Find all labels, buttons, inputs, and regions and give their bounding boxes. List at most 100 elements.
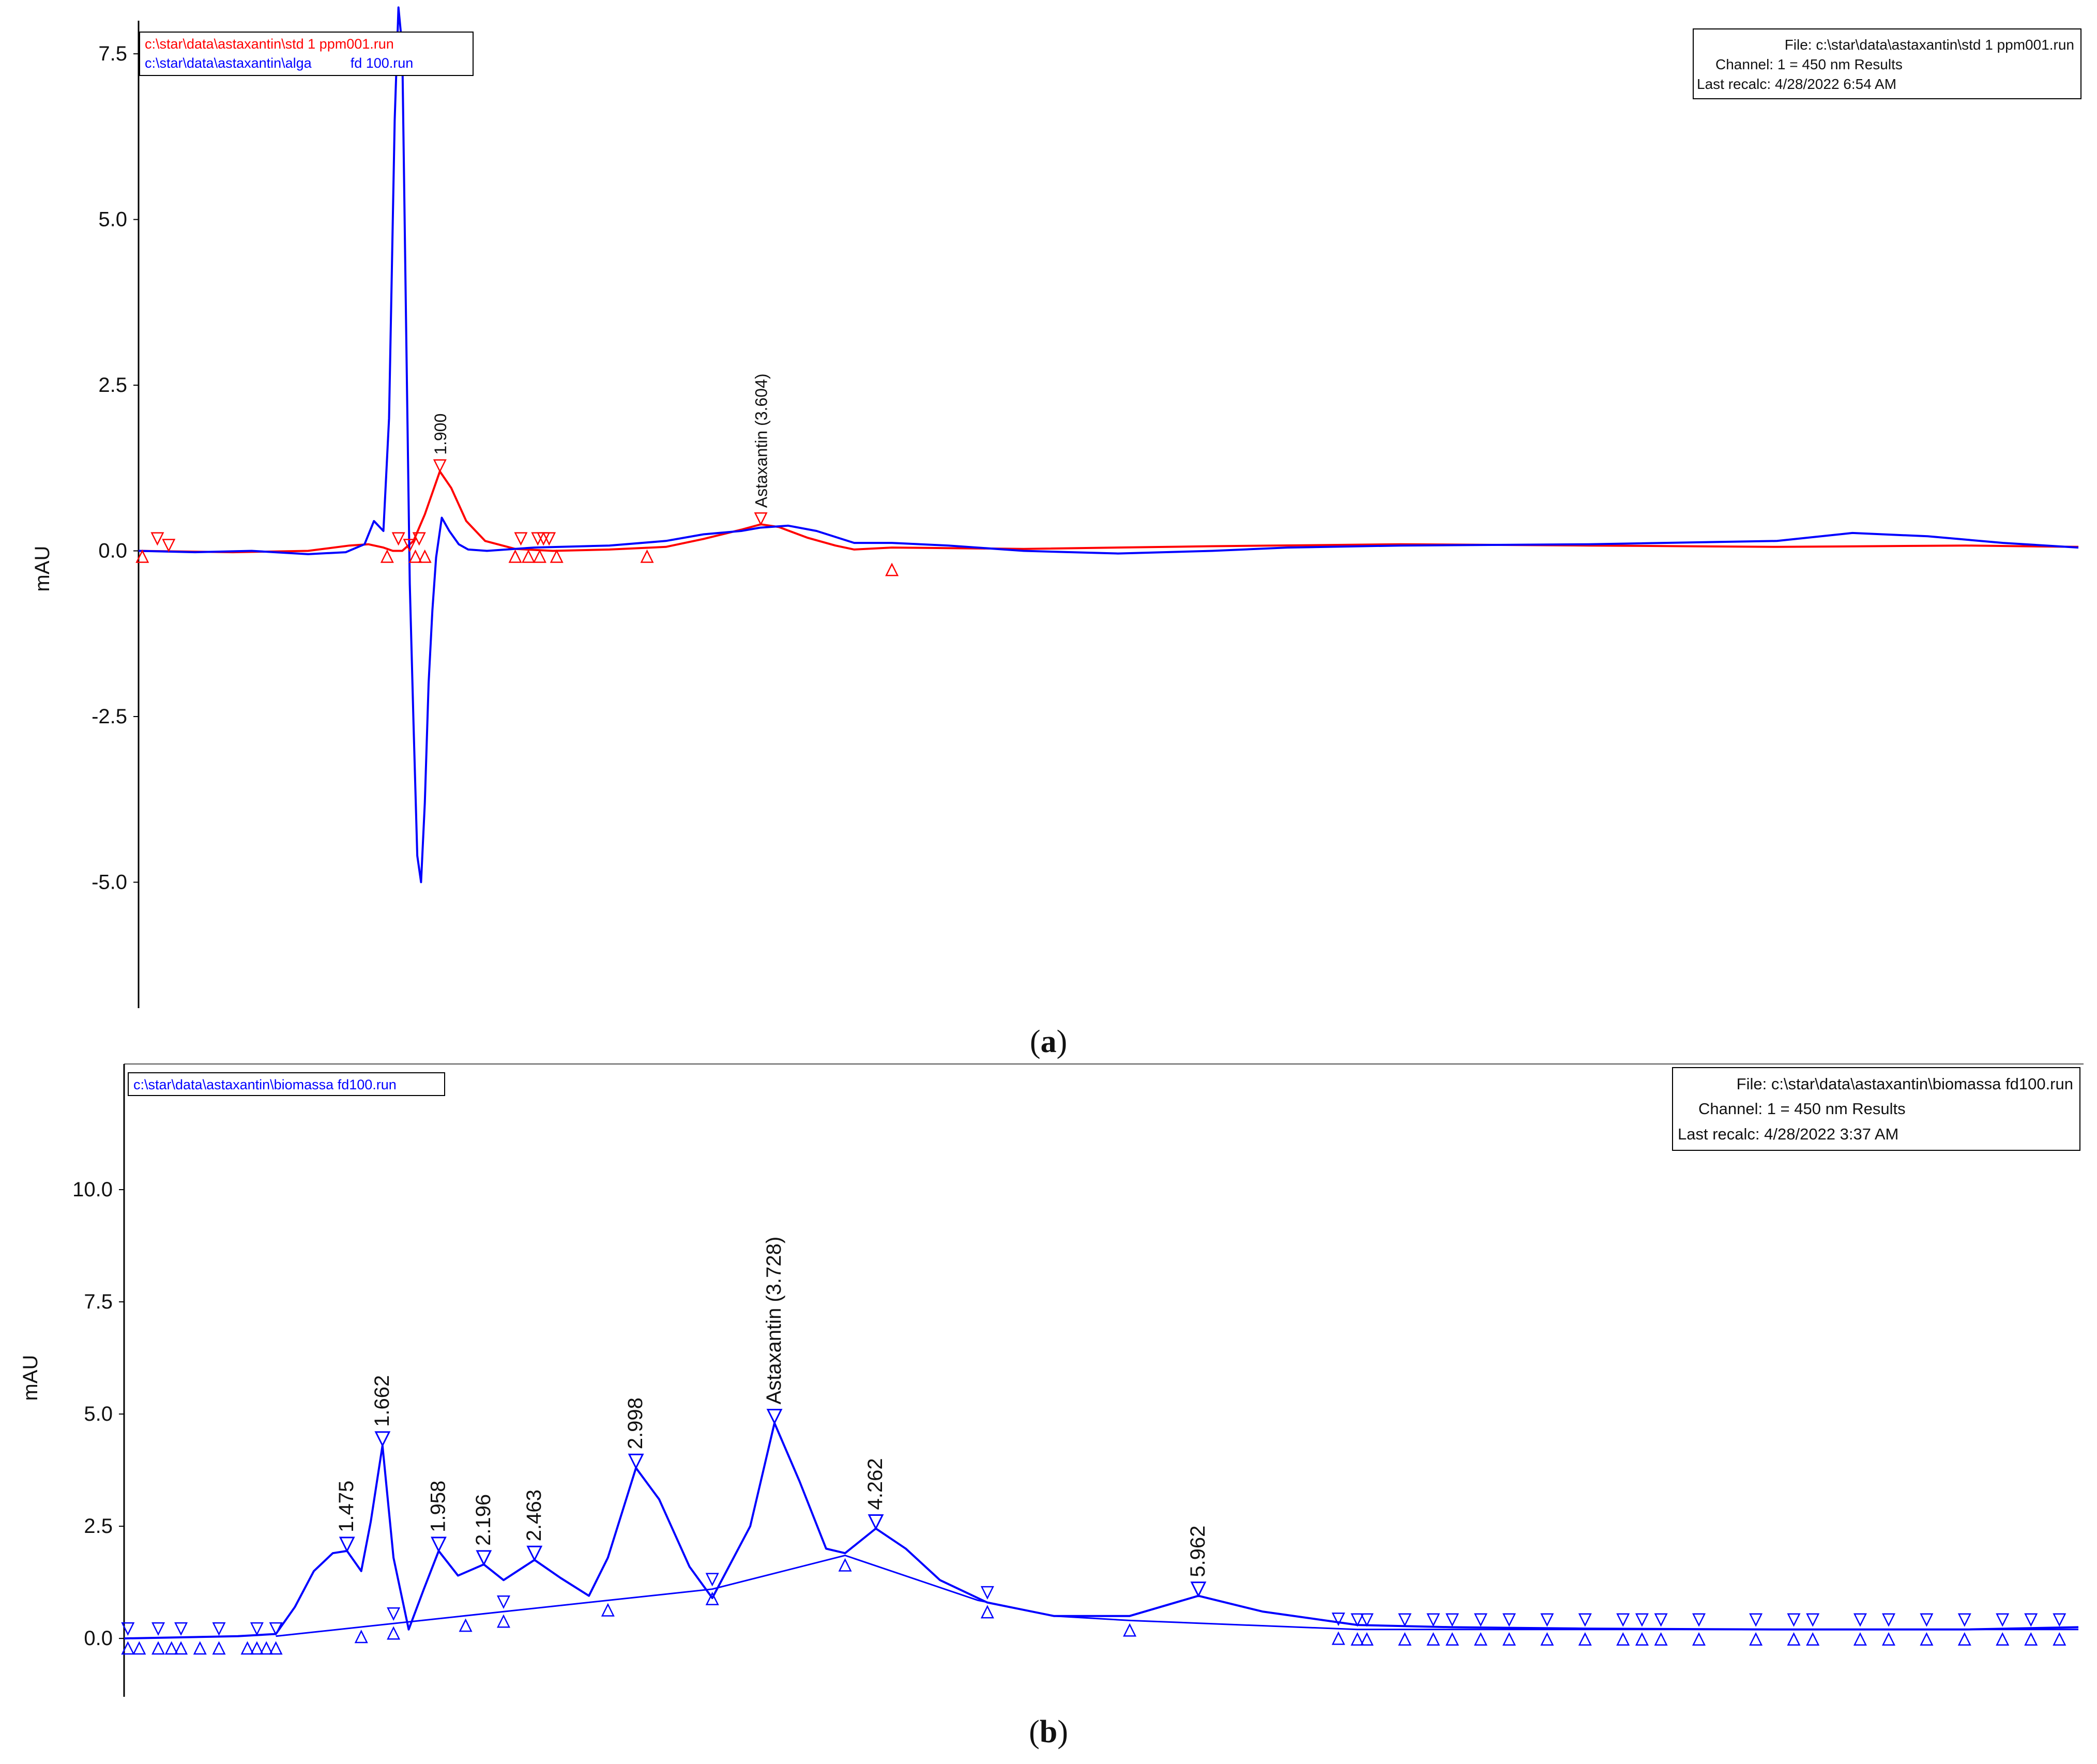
- panel-a-caption: (a): [1030, 1024, 1067, 1059]
- panel-a-y-tick-label: 5.0: [98, 208, 127, 231]
- panel-b-info-box: File: c:\star\data\astaxantin\biomassa f…: [1672, 1067, 2080, 1151]
- panel-b-peak-label: 2.998: [624, 1397, 647, 1449]
- panel-b-info-channel: Channel: 1 = 450 nm Results: [1698, 1100, 1906, 1118]
- panel-b-baseline-marker: [1806, 1613, 1820, 1627]
- panel-b-baseline-marker: [496, 1614, 511, 1628]
- panel-b-baseline-marker: [601, 1603, 615, 1617]
- panel-a-info-box: File: c:\star\data\astaxantin\std 1 ppm0…: [1693, 28, 2081, 99]
- panel-b-baseline-marker: [354, 1630, 368, 1644]
- panel-b-baseline-marker: [1540, 1632, 1554, 1646]
- panel-b-baseline-marker: [1502, 1613, 1516, 1627]
- panel-a-peak-marker: [412, 532, 426, 546]
- panel-a-markers: [135, 459, 899, 576]
- panel-a-peak-marker: [391, 532, 405, 546]
- panel-b-baseline-marker: [1996, 1632, 2010, 1646]
- panel-b-peak-label: Astaxantin (3.728): [763, 1237, 785, 1405]
- panel-a-series-line-1: [138, 470, 2079, 554]
- panel-b-baseline-marker: [1123, 1623, 1137, 1637]
- panel-b-baseline-marker: [1635, 1613, 1649, 1627]
- panel-b-baseline-marker: [174, 1641, 188, 1655]
- panel-b-baseline-marker: [1445, 1632, 1459, 1646]
- panel-b-baseline-marker: [2024, 1632, 2038, 1646]
- panel-b-baseline-marker: [1360, 1613, 1374, 1627]
- panel-b-baseline-marker: [1398, 1613, 1412, 1627]
- panel-a-peak-marker: [380, 549, 394, 563]
- panel-a-y-axis-label: mAU: [31, 546, 54, 592]
- panel-a-peak-marker: [531, 532, 545, 546]
- panel-b-peak-label: 4.262: [864, 1458, 887, 1510]
- panel-b-legend-entry-1: c:\star\data\astaxantin\biomassa fd100.r…: [133, 1077, 397, 1092]
- panel-b-baseline-marker: [1692, 1613, 1706, 1627]
- panel-b-baseline-marker: [1654, 1632, 1668, 1646]
- panel-b-peak-label: 1.958: [427, 1481, 449, 1532]
- panel-b-baseline-marker: [1996, 1613, 2010, 1627]
- panel-b-baseline-marker: [1426, 1632, 1440, 1646]
- panel-b-baseline-marker: [212, 1622, 226, 1636]
- panel-b-peak-marker: [339, 1537, 355, 1553]
- panel-a-peak-marker: [408, 549, 422, 563]
- panel-b-baseline-marker: [164, 1641, 178, 1655]
- panel-b-y-tick-label: 5.0: [84, 1403, 113, 1425]
- panel-b: 10.0 7.5 5.0 2.5 0.0 mAU 1.475 1.662 1.958 2.19…: [19, 1063, 2084, 1750]
- panel-b-y-ticks: 10.0 7.5 5.0 2.5 0.0: [72, 1178, 124, 1650]
- panel-b-baseline-marker: [838, 1558, 852, 1572]
- panel-b-y-tick-label: 2.5: [84, 1515, 113, 1538]
- panel-a-series-line-2: [138, 6, 2079, 884]
- panel-b-baseline-marker: [269, 1622, 283, 1636]
- panel-a-peak-marker: [537, 532, 551, 546]
- panel-a-info-file: File: c:\star\data\astaxantin\std 1 ppm0…: [1785, 37, 2074, 53]
- panel-b-y-tick-label: 7.5: [84, 1290, 113, 1313]
- panel-a-peak-marker: [885, 562, 899, 576]
- panel-a-peak-marker: [522, 549, 536, 563]
- panel-a-peak-marker: [640, 549, 654, 563]
- panel-a-y-tick-label: -2.5: [92, 705, 127, 728]
- panel-b-baseline-marker: [1957, 1613, 1971, 1627]
- panel-b-baseline-marker: [1473, 1632, 1488, 1646]
- panel-a: 7.5 5.0 2.5 0.0 -2.5 -5.0 mAU 1.900 Astaxantin…: [31, 6, 2081, 1059]
- panel-a-info-recalc: Last recalc: 4/28/2022 6:54 AM: [1697, 76, 1896, 92]
- panel-b-peak-label: 1.475: [335, 1481, 358, 1532]
- panel-a-peak-marker: [418, 549, 432, 563]
- panel-b-baseline-marker: [1331, 1631, 1345, 1645]
- panel-a-peak-label: Astaxantin (3.604): [752, 374, 771, 508]
- panel-a-peak-marker: [508, 549, 522, 563]
- panel-a-caption-label: a: [1041, 1024, 1057, 1059]
- panel-b-peak-marker: [1190, 1581, 1207, 1598]
- panel-b-baseline-marker: [1853, 1613, 1867, 1627]
- panel-b-baseline-marker: [1350, 1632, 1364, 1646]
- panel-b-baseline-marker: [1540, 1613, 1554, 1627]
- panel-a-y-tick-label: -5.0: [92, 871, 127, 893]
- panel-a-peak-label: 1.900: [431, 414, 450, 455]
- panel-b-baseline-marker: [250, 1622, 264, 1636]
- panel-b-baseline-marker: [387, 1607, 401, 1621]
- panel-b-baseline-marker: [1749, 1613, 1763, 1627]
- panel-a-peak-marker: [150, 532, 164, 546]
- panel-a-y-tick-label: 7.5: [98, 42, 127, 65]
- panel-a-peak-marker: [403, 539, 417, 553]
- panel-b-baseline-marker: [132, 1641, 146, 1655]
- panel-a-peak-marker: [162, 539, 176, 553]
- panel-b-series-line-1: [124, 1422, 2079, 1640]
- panel-b-baseline-marker: [240, 1641, 254, 1655]
- panel-b-baseline-marker: [1806, 1632, 1820, 1646]
- panel-b-markers: [121, 1408, 2066, 1655]
- panel-b-baseline-marker: [1426, 1613, 1440, 1627]
- panel-b-peak-marker: [526, 1545, 543, 1562]
- panel-b-peak-label: 2.463: [523, 1489, 545, 1541]
- panel-a-legend: c:\star\data\astaxantin\std 1 ppm001.run…: [139, 32, 474, 76]
- panel-b-baseline-marker: [1692, 1632, 1706, 1646]
- panel-b-baseline-marker: [1749, 1632, 1763, 1646]
- panel-b-baseline-marker: [269, 1641, 283, 1655]
- panel-b-baseline-marker: [250, 1641, 264, 1655]
- panel-b-baseline-marker: [1445, 1613, 1459, 1627]
- panel-a-y-tick-label: 0.0: [98, 540, 127, 562]
- panel-b-baseline-marker: [212, 1641, 226, 1655]
- panel-a-y-ticks: 7.5 5.0 2.5 0.0 -2.5 -5.0: [92, 42, 139, 893]
- panel-b-baseline-marker: [1502, 1632, 1516, 1646]
- panel-b-y-axis-label: mAU: [19, 1355, 42, 1401]
- panel-a-peak-marker: [135, 549, 149, 563]
- panel-b-peak-label: 2.196: [472, 1494, 495, 1546]
- panel-b-y-tick-label: 10.0: [72, 1178, 113, 1201]
- panel-b-baseline-marker: [1578, 1632, 1592, 1646]
